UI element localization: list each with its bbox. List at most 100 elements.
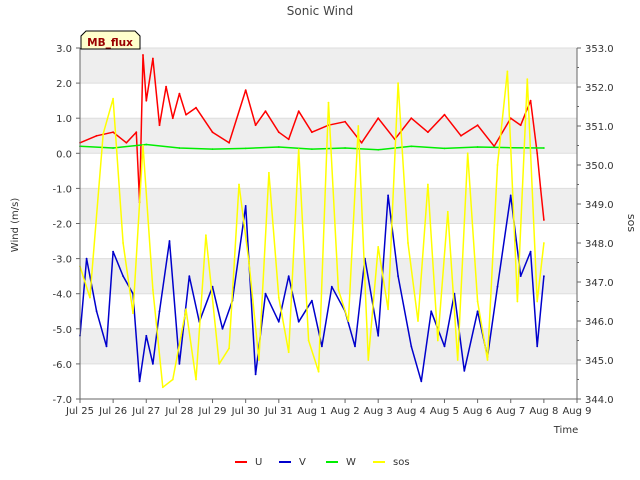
data-point-u	[95, 134, 98, 137]
data-point-v	[519, 275, 522, 277]
data-point-u	[536, 152, 539, 155]
data-point-w	[410, 145, 413, 148]
data-point-v	[330, 285, 333, 288]
data-point-sos	[152, 288, 154, 291]
data-point-v	[321, 345, 323, 348]
data-point-u	[360, 141, 363, 144]
data-point-w	[543, 147, 545, 149]
data-point-u	[277, 131, 280, 134]
data-point-v	[145, 334, 148, 337]
data-point-sos	[427, 183, 429, 186]
data-point-u	[443, 113, 446, 116]
data-point-v	[254, 373, 257, 376]
y2-axis-label: sos	[625, 214, 638, 232]
data-point-v	[122, 275, 124, 277]
data-point-u	[427, 131, 429, 134]
data-point-w	[178, 147, 181, 149]
data-point-w	[344, 147, 346, 149]
y2-tick-label: 350.0	[585, 161, 614, 172]
data-point-v	[95, 310, 98, 313]
data-point-sos	[228, 347, 231, 350]
data-point-u	[509, 117, 512, 120]
data-point-u	[264, 110, 267, 113]
y-tick-label: -1.0	[52, 184, 72, 195]
data-point-v	[178, 363, 181, 365]
x-tick-label: Aug 4	[397, 406, 426, 417]
data-point-w	[377, 148, 380, 151]
data-point-w	[277, 146, 280, 148]
data-point-u	[543, 219, 545, 221]
data-point-sos	[122, 242, 124, 244]
badge-label: MB_flux	[87, 37, 133, 49]
data-point-sos	[347, 320, 350, 322]
data-point-sos	[327, 101, 330, 104]
chart-title: Sonic Wind	[287, 4, 353, 18]
data-point-sos	[185, 308, 187, 311]
data-point-sos	[446, 210, 449, 213]
data-point-sos	[536, 300, 539, 303]
data-point-w	[211, 148, 214, 151]
plot-band	[80, 48, 577, 84]
data-point-v	[221, 327, 224, 330]
data-point-u	[178, 92, 181, 95]
data-point-v	[112, 250, 114, 253]
data-point-u	[185, 113, 187, 116]
data-point-v	[387, 194, 389, 197]
data-point-sos	[287, 351, 290, 354]
data-point-sos	[195, 378, 197, 381]
y-tick-label: 2.0	[56, 79, 72, 90]
data-point-sos	[466, 152, 469, 155]
x-tick-label: Aug 1	[297, 406, 326, 417]
data-point-u	[112, 131, 114, 134]
data-point-sos	[132, 312, 134, 315]
data-point-v	[529, 250, 532, 253]
data-point-sos	[307, 339, 310, 342]
x-tick-label: Jul 30	[231, 406, 260, 417]
y-tick-label: -4.0	[52, 290, 72, 301]
y2-tick-label: 352.0	[585, 83, 614, 94]
data-point-sos	[277, 296, 280, 299]
x-tick-label: Aug 9	[562, 406, 591, 417]
data-point-u	[539, 187, 542, 190]
legend-label-v: V	[299, 457, 306, 468]
data-point-u	[377, 117, 380, 120]
data-point-sos	[407, 242, 409, 244]
legend-label-u: U	[255, 457, 262, 468]
y2-tick-label: 346.0	[585, 317, 614, 328]
data-point-w	[244, 147, 247, 150]
data-point-v	[410, 345, 413, 348]
data-point-sos	[218, 363, 221, 365]
data-point-sos	[317, 370, 320, 373]
x-tick-label: Aug 8	[529, 406, 558, 417]
plot-band	[80, 328, 577, 364]
y2-tick-label: 351.0	[585, 122, 614, 133]
data-point-v	[297, 320, 300, 323]
data-point-v	[463, 370, 466, 372]
data-point-u	[135, 131, 138, 134]
x-tick-label: Jul 28	[164, 406, 193, 417]
data-point-u	[195, 106, 197, 109]
plot-band	[80, 258, 577, 294]
y2-tick-label: 353.0	[585, 44, 614, 55]
data-point-v	[188, 275, 191, 277]
data-point-u	[529, 99, 532, 102]
data-point-sos	[142, 144, 144, 147]
x-axis-label: Time	[553, 425, 578, 436]
x-tick-label: Jul 31	[264, 406, 293, 417]
data-point-v	[377, 334, 380, 337]
data-point-u	[287, 138, 290, 141]
data-point-v	[509, 194, 512, 197]
data-point-sos	[112, 97, 114, 100]
plot-band	[80, 188, 577, 224]
data-point-u	[165, 85, 168, 88]
data-point-u	[211, 131, 214, 134]
data-point-v	[354, 345, 356, 348]
y-tick-label: -7.0	[52, 395, 72, 406]
y-tick-label: -2.0	[52, 220, 72, 231]
data-point-w	[311, 148, 313, 151]
data-point-v	[105, 345, 108, 348]
data-point-v	[244, 205, 247, 207]
x-tick-label: Aug 2	[331, 406, 360, 417]
data-point-sos	[337, 288, 340, 291]
data-point-sos	[387, 308, 389, 311]
